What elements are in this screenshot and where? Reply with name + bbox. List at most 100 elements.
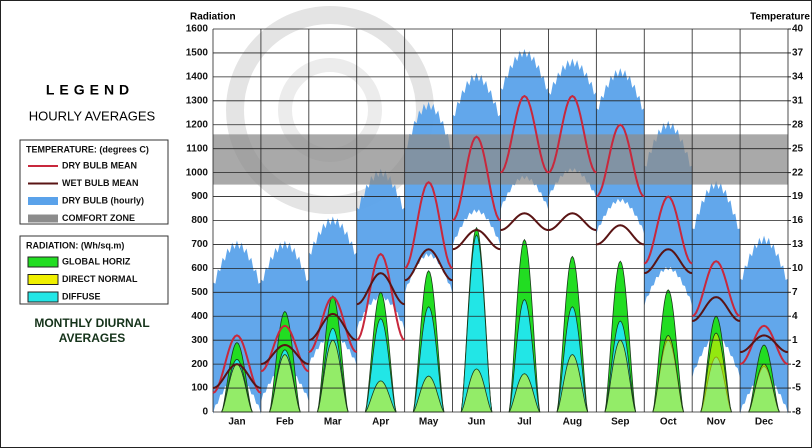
legend-subtitle: HOURLY AVERAGES: [29, 108, 156, 123]
y-tick-label: 100: [191, 383, 208, 394]
y2-tick-label: 28: [792, 119, 804, 130]
y2-tick-label: 34: [792, 72, 804, 83]
temperature-curve: [452, 229, 501, 251]
legend-swatch: [27, 274, 59, 285]
y-tick-label: 1000: [186, 167, 209, 178]
radiation-bell: [700, 332, 732, 413]
y2-tick-label: 25: [792, 143, 804, 154]
legend-label: WET BULB MEAN: [62, 178, 139, 188]
temperature-curve: [547, 94, 597, 174]
temperature-curve: [643, 195, 693, 265]
x-tick-label: Jan: [228, 417, 245, 428]
legend-title: LEGEND: [46, 82, 134, 98]
temperature-curve: [739, 324, 789, 366]
y2-tick-label: 7: [792, 287, 798, 298]
layer: [212, 94, 789, 394]
y-tick-label: 400: [191, 311, 208, 322]
y2-tick-label: 13: [792, 239, 804, 250]
y2-axis-title: Temperature: [750, 12, 810, 23]
y-tick-label: 300: [191, 335, 208, 346]
y-tick-label: 500: [191, 287, 208, 298]
x-tick-label: Jun: [468, 417, 486, 428]
legend-swatch: [28, 197, 58, 205]
x-tick-label: Sep: [611, 417, 629, 428]
radiation-bell: [652, 334, 685, 413]
temperature-curve: [308, 295, 358, 354]
y-tick-label: 700: [191, 239, 208, 250]
y-tick-label: 1500: [186, 48, 209, 59]
dry-bulb-band: [213, 240, 261, 414]
y2-tick-label: 31: [792, 95, 804, 106]
legend-group-title: TEMPERATURE: (degrees C): [26, 144, 149, 154]
temperature-curve: [404, 180, 454, 270]
radiation-bell: [508, 373, 541, 413]
legend-label: COMFORT ZONE: [62, 213, 135, 223]
dry-bulb-band: [692, 180, 741, 379]
temperature-curve: [452, 135, 502, 222]
radiation-bell: [364, 380, 397, 413]
temperature-curve: [356, 252, 406, 341]
x-tick-label: Feb: [276, 417, 294, 428]
y2-tick-label: 19: [792, 191, 804, 202]
y-tick-label: 1600: [186, 24, 209, 35]
y-tick-label: 600: [191, 263, 208, 274]
y2-tick-label: -5: [792, 383, 801, 394]
legend-label: GLOBAL HORIZ: [62, 256, 131, 266]
note: MONTHLY DIURNAL: [34, 316, 149, 330]
legend-group-title: RADIATION: (Wh/sq.m): [26, 240, 124, 250]
radiation-bell: [268, 354, 301, 413]
x-tick-label: Dec: [755, 417, 774, 428]
x-tick-label: May: [419, 417, 439, 428]
temperature-curve: [500, 212, 549, 232]
legend-label: DRY BULB (hourly): [62, 195, 144, 205]
legend-label: DIRECT NORMAL: [62, 274, 138, 284]
legend-swatch: [28, 214, 58, 223]
radiation-bell: [412, 375, 445, 413]
x-tick-label: Mar: [324, 417, 342, 428]
legend-box: [19, 139, 169, 225]
x-tick-label: Nov: [707, 417, 726, 428]
plot: [212, 28, 789, 414]
temperature-curve: [499, 94, 549, 174]
y2-tick-label: 4: [792, 311, 798, 322]
x-tick-label: Jul: [517, 417, 532, 428]
temperature-curve: [404, 248, 453, 282]
temperature-curve: [548, 212, 597, 232]
y-tick-label: 800: [191, 215, 208, 226]
x-tick-label: Oct: [660, 417, 677, 428]
y-tick-label: 1400: [186, 72, 209, 83]
legend-swatch: [27, 291, 59, 303]
legend-swatch: [27, 256, 59, 268]
temperature-curve: [308, 312, 357, 342]
y2-tick-label: 22: [792, 167, 804, 178]
radiation-bell: [460, 368, 493, 413]
temperature-curve: [595, 123, 645, 198]
x-tick-label: Apr: [372, 417, 389, 428]
y-tick-label: 0: [202, 407, 208, 418]
y2-tick-label: 16: [792, 215, 804, 226]
note: AVERAGES: [59, 331, 125, 345]
y-tick-label: 200: [191, 359, 208, 370]
radiation-bell: [556, 354, 589, 413]
temperature-curve: [212, 363, 262, 390]
y2-tick-label: 37: [792, 48, 804, 59]
temperature-curve: [260, 343, 309, 366]
y-tick-label: 1200: [186, 119, 209, 130]
radiation-bell: [604, 339, 637, 413]
y2-tick-label: 1: [792, 335, 798, 346]
temperature-curve: [212, 334, 262, 394]
radiation-bell: [460, 234, 493, 413]
radiation-bell: [364, 318, 397, 413]
x-tick-label: Aug: [563, 417, 582, 428]
temperature-curve: [739, 334, 789, 354]
temperature-curve: [596, 224, 645, 246]
radiation-bell: [508, 298, 541, 413]
y-axis-title: Radiation: [190, 12, 236, 23]
y2-tick-label: 40: [792, 24, 804, 35]
legend-label: DIFFUSE: [62, 291, 101, 301]
temperature-curve: [644, 248, 693, 275]
y-tick-label: 900: [191, 191, 208, 202]
temperature-curve: [691, 296, 741, 323]
y2-tick-label: -2: [792, 359, 801, 370]
